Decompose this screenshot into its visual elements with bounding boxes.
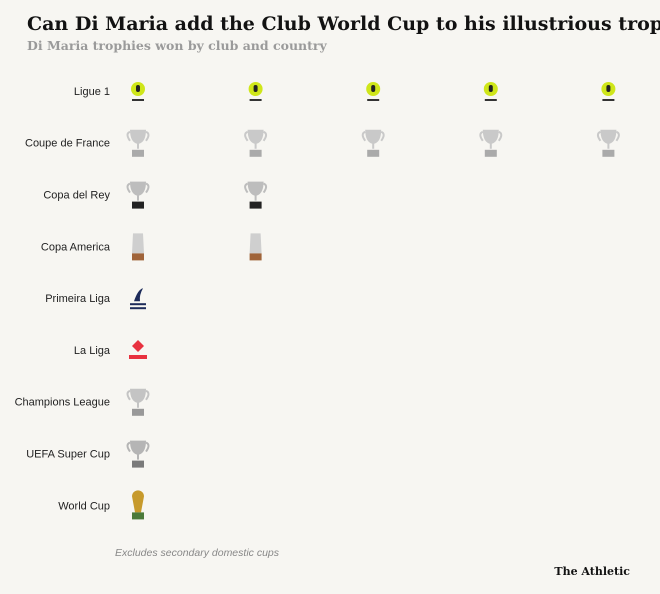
logo-shape xyxy=(367,99,380,101)
trophy-icon xyxy=(126,440,150,468)
source: The Athletic xyxy=(554,565,630,578)
trophy-icon xyxy=(244,129,268,157)
category-label: Copa del Rey xyxy=(43,190,110,202)
category-label: Coupe de France xyxy=(25,138,110,150)
logo-shape xyxy=(249,99,262,101)
trophy-icon xyxy=(126,388,150,416)
logo-shape xyxy=(371,85,376,92)
trophy-base xyxy=(249,201,262,209)
trophy-handles xyxy=(479,130,503,142)
trophy-icon xyxy=(129,340,147,359)
trophy-row xyxy=(132,490,144,520)
trophy-handles xyxy=(244,182,268,194)
note: Excludes secondary domestic cups xyxy=(115,547,280,559)
trophy-base xyxy=(367,149,380,157)
trophy-body xyxy=(130,440,146,460)
trophy-icon xyxy=(126,181,150,209)
category-label: Champions League xyxy=(15,397,110,409)
logo-shape xyxy=(606,85,611,92)
logo-shape xyxy=(136,85,140,92)
trophy-icon xyxy=(479,129,503,157)
trophy-base xyxy=(132,460,144,468)
trophy-icon xyxy=(132,490,144,520)
trophy-icon xyxy=(132,233,144,261)
trophy-body xyxy=(130,388,146,408)
trophy-row xyxy=(131,82,616,101)
trophy-body xyxy=(247,181,264,201)
trophy-base xyxy=(132,253,144,261)
trophy-handles xyxy=(126,182,150,194)
trophy-body xyxy=(247,129,264,149)
logo-shape xyxy=(130,307,146,310)
category-label: Copa America xyxy=(41,241,111,253)
trophy-base xyxy=(132,149,144,157)
trophy-handles xyxy=(126,130,150,142)
trophy-row xyxy=(130,288,146,310)
trophy-body xyxy=(130,181,146,201)
trophy-row xyxy=(126,129,620,157)
chart-title: Can Di Maria add the Club World Cup to h… xyxy=(27,13,660,35)
logo-shape xyxy=(602,99,615,101)
trophy-base xyxy=(249,149,262,157)
trophy-handles xyxy=(126,441,150,453)
trophy-icon xyxy=(483,82,498,101)
trophy-body xyxy=(249,233,262,254)
trophy-icon xyxy=(361,129,385,157)
trophy-icon xyxy=(601,82,616,101)
trophy-handles xyxy=(244,130,268,142)
logo-shape xyxy=(253,85,258,92)
trophy-handles xyxy=(126,389,150,401)
logo-shape xyxy=(134,288,143,302)
category-label: La Liga xyxy=(74,345,111,357)
trophy-base xyxy=(132,408,144,416)
trophy-row xyxy=(126,388,150,416)
category-label: Ligue 1 xyxy=(74,86,110,98)
category-label: World Cup xyxy=(58,500,110,512)
trophy-base xyxy=(602,149,615,157)
trophy-row xyxy=(132,233,262,261)
trophy-icon xyxy=(366,82,381,101)
logo-shape xyxy=(129,355,147,359)
category-label: UEFA Super Cup xyxy=(26,449,110,461)
trophy-handles xyxy=(596,130,620,142)
trophy-icon xyxy=(244,181,268,209)
logo-shape xyxy=(130,303,146,306)
trophy-icon xyxy=(248,82,263,101)
trophy-icon xyxy=(130,288,146,310)
trophy-row xyxy=(129,340,147,359)
trophy-row xyxy=(126,440,150,468)
trophy-row xyxy=(126,181,268,209)
trophy-body xyxy=(365,129,382,149)
trophy-icon xyxy=(126,129,150,157)
chart-subtitle: Di Maria trophies won by club and countr… xyxy=(27,38,327,53)
trophy-handles xyxy=(361,130,385,142)
trophy-icon xyxy=(596,129,620,157)
trophy-base xyxy=(132,201,144,209)
logo-shape xyxy=(132,340,144,352)
trophy-body xyxy=(132,490,144,513)
trophy-base xyxy=(484,149,497,157)
trophy-body xyxy=(132,233,144,254)
trophy-body xyxy=(600,129,617,149)
category-label: Primeira Liga xyxy=(45,293,111,305)
logo-shape xyxy=(484,99,497,101)
trophy-icon xyxy=(131,82,145,101)
logo-shape xyxy=(488,85,493,92)
trophy-base xyxy=(249,253,262,261)
trophy-icon xyxy=(249,233,262,261)
trophy-body xyxy=(482,129,499,149)
trophy-base xyxy=(132,512,144,520)
trophy-body xyxy=(130,129,146,149)
logo-shape xyxy=(132,99,144,101)
